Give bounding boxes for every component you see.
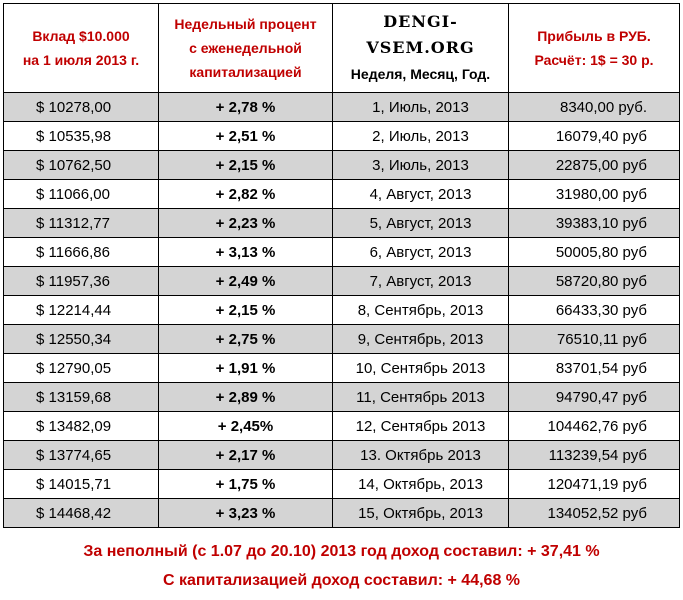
profit-cell: 83701,54 руб [508, 353, 680, 383]
profit-cell: 50005,80 руб [508, 237, 680, 267]
header-deposit-line: Вклад $10.000 [32, 28, 130, 44]
deposit-cell: $ 10762,50 [3, 150, 159, 180]
header-profit-line: Прибыль в РУБ. [537, 28, 651, 44]
table-row: $ 14015,71 + 1,75 % 14, Октябрь, 2013 12047… [3, 469, 680, 499]
table-row: $ 12214,44 + 2,15 % 8, Сентябрь, 2013 66433… [3, 295, 680, 325]
site-name: DENGI-VSEM.ORG [366, 12, 475, 57]
deposit-table: Вклад $10.000 на 1 июля 2013 г. Недельны… [3, 3, 680, 528]
percent-cell: + 2,75 % [158, 324, 333, 354]
percent-cell: + 3,23 % [158, 498, 333, 528]
percent-cell: + 2,15 % [158, 150, 333, 180]
period-cell: 10, Сентябрь 2013 [332, 353, 509, 383]
header-percent-line: с еженедельной [189, 40, 302, 56]
profit-cell: 31980,00 руб [508, 179, 680, 209]
period-cell: 6, Август, 2013 [332, 237, 509, 267]
table-row: $ 11957,36 + 2,49 % 7, Август, 2013 58720,8… [3, 266, 680, 296]
summary-line-2: С капитализацией доход составил: + 44,68… [162, 572, 521, 589]
period-cell: 3, Июль, 2013 [332, 150, 509, 180]
table-header-row: Вклад $10.000 на 1 июля 2013 г. Недельны… [3, 3, 680, 93]
table-row: $ 11666,86 + 3,13 % 6, Август, 2013 50005,8… [3, 237, 680, 267]
profit-cell: 113239,54 руб [508, 440, 680, 470]
percent-cell: + 3,13 % [158, 237, 333, 267]
profit-cell: 58720,80 руб [508, 266, 680, 296]
deposit-cell: $ 11312,77 [3, 208, 159, 238]
period-cell: 5, Август, 2013 [332, 208, 509, 238]
period-cell: 8, Сентябрь, 2013 [332, 295, 509, 325]
table-row: $ 13774,65 + 2,17 % 13. Октябрь 2013 113239… [3, 440, 680, 470]
profit-cell: 22875,00 руб [508, 150, 680, 180]
table-row: $ 12790,05 + 1,91 % 10, Сентябрь 2013 83701… [3, 353, 680, 383]
deposit-cell: $ 12214,44 [3, 295, 159, 325]
header-deposit: Вклад $10.000 на 1 июля 2013 г. [3, 3, 159, 93]
table-row: $ 10535,98 + 2,51 % 2, Июль, 2013 16079,40 … [3, 121, 680, 151]
deposit-cell: $ 13774,65 [3, 440, 159, 470]
period-cell: 13. Октябрь 2013 [332, 440, 509, 470]
header-profit: Прибыль в РУБ. Расчёт: 1$ = 30 р. [508, 3, 680, 93]
profit-cell: 134052,52 руб [508, 498, 680, 528]
deposit-cell: $ 10278,00 [3, 92, 159, 122]
period-cell: 11, Сентябрь 2013 [332, 382, 509, 412]
deposit-cell: $ 11666,86 [3, 237, 159, 267]
header-profit-line: Расчёт: 1$ = 30 р. [534, 52, 654, 68]
deposit-table-container: Вклад $10.000 на 1 июля 2013 г. Недельны… [3, 3, 680, 528]
profit-cell: 120471,19 руб [508, 469, 680, 499]
percent-cell: + 2,51 % [158, 121, 333, 151]
header-percent-line: Недельный процент [174, 16, 317, 32]
percent-cell: + 2,17 % [158, 440, 333, 470]
table-row: $ 11066,00 + 2,82 % 4, Август, 2013 31980,0… [3, 179, 680, 209]
percent-cell: + 2,82 % [158, 179, 333, 209]
deposit-cell: $ 10535,98 [3, 121, 159, 151]
profit-cell: 94790,47 руб [508, 382, 680, 412]
deposit-cell: $ 13482,09 [3, 411, 159, 441]
period-cell: 7, Август, 2013 [332, 266, 509, 296]
profit-cell: 104462,76 руб [508, 411, 680, 441]
deposit-cell: $ 14468,42 [3, 498, 159, 528]
deposit-cell: $ 14015,71 [3, 469, 159, 499]
period-cell: 12, Сентябрь 2013 [332, 411, 509, 441]
summary-line-1: За неполный (с 1.07 до 20.10) 2013 год д… [83, 543, 600, 560]
deposit-cell: $ 11066,00 [3, 179, 159, 209]
period-cell: 1, Июль, 2013 [332, 92, 509, 122]
percent-cell: + 2,78 % [158, 92, 333, 122]
header-period-label: Неделя, Месяц, Год. [350, 66, 491, 82]
period-cell: 4, Август, 2013 [332, 179, 509, 209]
table-row: $ 13159,68 + 2,89 % 11, Сентябрь 2013 94790… [3, 382, 680, 412]
percent-cell: + 1,91 % [158, 353, 333, 383]
header-deposit-line: на 1 июля 2013 г. [22, 52, 140, 68]
percent-cell: + 2,89 % [158, 382, 333, 412]
table-row: $ 13482,09 + 2,45% 12, Сентябрь 2013 104462… [3, 411, 680, 441]
deposit-cell: $ 12550,34 [3, 324, 159, 354]
header-percent-line: капитализацией [189, 64, 302, 80]
profit-cell: 76510,11 руб [508, 324, 680, 354]
deposit-cell: $ 13159,68 [3, 382, 159, 412]
header-period: DENGI-VSEM.ORG Неделя, Месяц, Год. [332, 3, 509, 93]
period-cell: 2, Июль, 2013 [332, 121, 509, 151]
period-cell: 14, Октябрь, 2013 [332, 469, 509, 499]
deposit-cell: $ 12790,05 [3, 353, 159, 383]
percent-cell: + 2,23 % [158, 208, 333, 238]
period-cell: 9, Сентябрь, 2013 [332, 324, 509, 354]
table-row: $ 11312,77 + 2,23 % 5, Август, 2013 39383,1… [3, 208, 680, 238]
table-row: $ 10278,00 + 2,78 % 1, Июль, 2013 8340,00 р… [3, 92, 680, 122]
deposit-cell: $ 11957,36 [3, 266, 159, 296]
table-row: $ 12550,34 + 2,75 % 9, Сентябрь, 2013 76510… [3, 324, 680, 354]
header-weekly-percent: Недельный процент с еженедельной капитал… [158, 3, 333, 93]
percent-cell: + 2,45% [158, 411, 333, 441]
percent-cell: + 2,49 % [158, 266, 333, 296]
table-row: $ 10762,50 + 2,15 % 3, Июль, 2013 22875,00 … [3, 150, 680, 180]
profit-cell: 39383,10 руб [508, 208, 680, 238]
percent-cell: + 1,75 % [158, 469, 333, 499]
period-cell: 15, Октябрь, 2013 [332, 498, 509, 528]
profit-cell: 8340,00 руб. [508, 92, 680, 122]
profit-cell: 16079,40 руб [508, 121, 680, 151]
profit-cell: 66433,30 руб [508, 295, 680, 325]
table-row: $ 14468,42 + 3,23 % 15, Октябрь, 2013 13405… [3, 498, 680, 528]
percent-cell: + 2,15 % [158, 295, 333, 325]
